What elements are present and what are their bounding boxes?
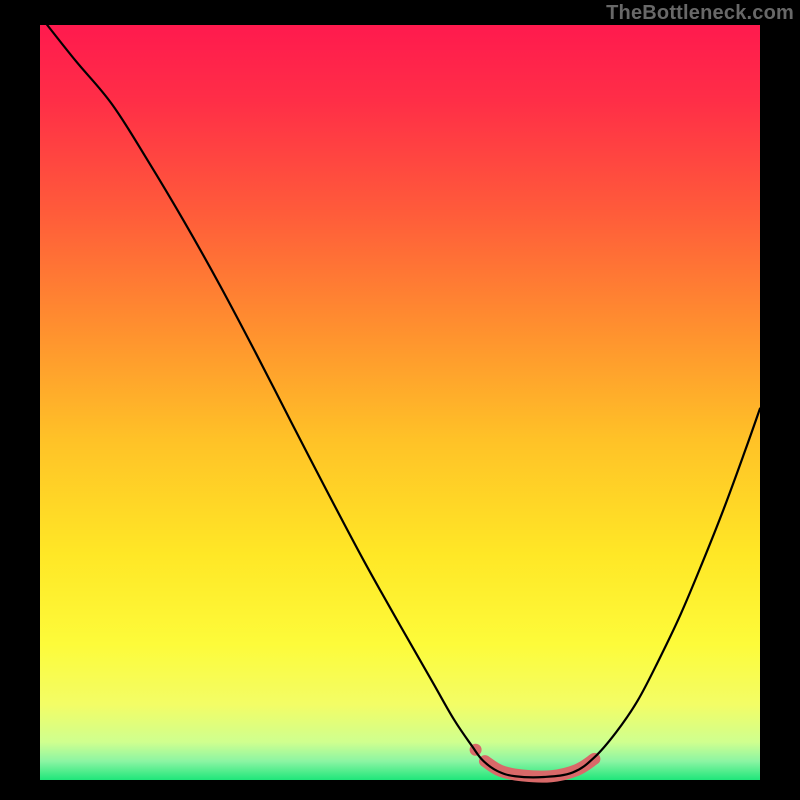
chart-background	[40, 25, 760, 780]
watermark-text: TheBottleneck.com	[606, 2, 794, 25]
chart-root: TheBottleneck.com	[0, 0, 800, 800]
bottleneck-chart	[0, 0, 800, 800]
